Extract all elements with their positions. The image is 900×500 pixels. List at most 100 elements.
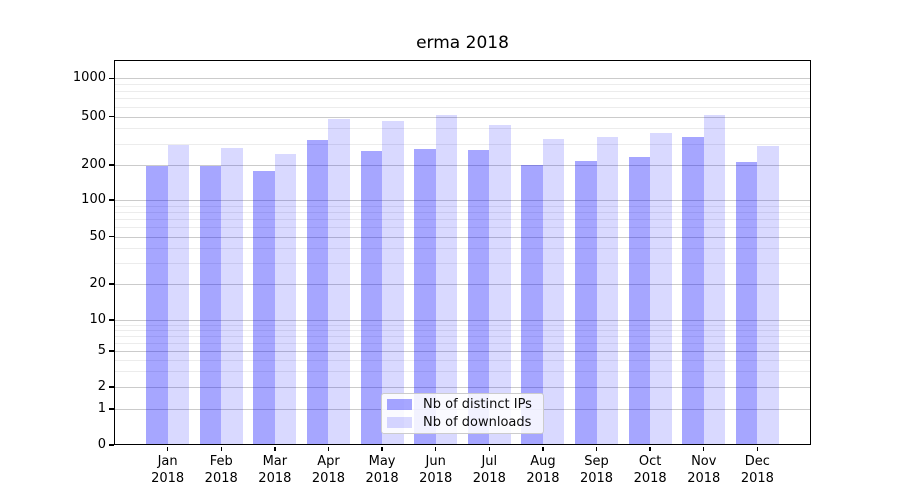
minor-gridline bbox=[114, 371, 811, 373]
y-tick-label: 200 bbox=[81, 157, 106, 172]
x-tick-label: Jul 2018 bbox=[472, 454, 506, 486]
minor-gridline bbox=[114, 205, 811, 207]
minor-gridline bbox=[114, 335, 811, 337]
bar-oct-downloads bbox=[650, 133, 672, 445]
y-tick-label: 20 bbox=[89, 276, 106, 291]
major-gridline bbox=[114, 200, 811, 201]
bar-oct-distinct-ips bbox=[628, 156, 651, 445]
minor-gridline bbox=[114, 128, 811, 130]
x-tick-label: Jan 2018 bbox=[151, 454, 185, 486]
major-gridline bbox=[114, 165, 811, 166]
major-gridline bbox=[114, 236, 811, 238]
y-tick-mark bbox=[109, 386, 114, 388]
bar-jan-downloads bbox=[167, 145, 190, 445]
bar-jul-distinct-ips bbox=[467, 150, 490, 445]
legend-swatch-downloads bbox=[387, 417, 412, 428]
bar-may-distinct-ips bbox=[360, 151, 383, 445]
bar-mar-downloads bbox=[274, 154, 297, 445]
x-tick-mark bbox=[220, 446, 222, 451]
y-tick-label: 10 bbox=[89, 312, 106, 327]
plot-area bbox=[114, 60, 811, 445]
minor-gridline bbox=[114, 98, 811, 100]
bar-aug-downloads bbox=[542, 138, 565, 445]
x-tick-mark bbox=[274, 446, 276, 451]
bar-sep-downloads bbox=[596, 137, 618, 445]
x-tick-label: Dec 2018 bbox=[740, 454, 774, 486]
minor-gridline bbox=[114, 359, 811, 361]
legend-row-distinct-ips: Nb of distinct IPs bbox=[387, 397, 543, 412]
x-tick-label: Aug 2018 bbox=[526, 454, 560, 486]
bar-nov-distinct-ips bbox=[682, 136, 704, 445]
x-tick-mark bbox=[166, 446, 169, 451]
x-tick-mark bbox=[381, 446, 383, 451]
y-tick-mark bbox=[109, 350, 114, 352]
y-tick-mark bbox=[109, 77, 114, 79]
bar-jun-downloads bbox=[435, 115, 458, 445]
major-gridline bbox=[114, 78, 811, 80]
minor-gridline bbox=[114, 342, 811, 344]
y-tick-mark bbox=[109, 283, 114, 285]
minor-gridline bbox=[114, 84, 811, 86]
y-tick-label: 100 bbox=[81, 192, 106, 207]
minor-gridline bbox=[114, 143, 811, 145]
legend-swatch-distinct-ips bbox=[387, 399, 412, 410]
x-tick-mark bbox=[542, 446, 544, 451]
y-tick-label: 50 bbox=[89, 228, 106, 244]
x-tick-label: Feb 2018 bbox=[204, 454, 238, 486]
minor-gridline bbox=[114, 324, 811, 326]
legend-row-downloads: Nb of downloads bbox=[387, 415, 543, 430]
bar-feb-downloads bbox=[221, 148, 243, 445]
x-tick-mark bbox=[703, 446, 705, 451]
legend-label-distinct-ips: Nb of distinct IPs bbox=[423, 397, 532, 412]
x-tick-label: May 2018 bbox=[365, 454, 399, 486]
bar-sep-distinct-ips bbox=[575, 161, 597, 445]
bar-apr-distinct-ips bbox=[307, 139, 329, 445]
bar-dec-downloads bbox=[757, 145, 779, 445]
bar-may-downloads bbox=[382, 121, 404, 445]
y-tick-mark bbox=[109, 319, 114, 321]
y-tick-label: 5 bbox=[97, 343, 106, 358]
major-gridline bbox=[114, 320, 811, 321]
x-tick-label: Apr 2018 bbox=[311, 454, 345, 486]
y-tick-label: 500 bbox=[81, 108, 106, 124]
bar-dec-distinct-ips bbox=[735, 161, 758, 445]
minor-gridline bbox=[114, 329, 811, 331]
major-gridline bbox=[114, 116, 811, 118]
bar-jul-downloads bbox=[489, 124, 511, 445]
x-tick-label: Nov 2018 bbox=[687, 454, 721, 486]
bar-jan-distinct-ips bbox=[146, 165, 168, 445]
minor-gridline bbox=[114, 90, 811, 92]
bar-jun-distinct-ips bbox=[414, 149, 436, 445]
minor-gridline bbox=[114, 211, 811, 213]
minor-gridline bbox=[114, 263, 811, 265]
legend: Nb of distinct IPs Nb of downloads bbox=[381, 393, 544, 434]
x-tick-mark bbox=[756, 446, 759, 451]
bar-feb-distinct-ips bbox=[199, 165, 222, 445]
x-tick-label: Mar 2018 bbox=[258, 454, 292, 486]
minor-gridline bbox=[114, 227, 811, 229]
x-tick-mark bbox=[595, 446, 598, 451]
major-gridline bbox=[114, 351, 811, 352]
minor-gridline bbox=[114, 218, 811, 220]
chart-title: erma 2018 bbox=[416, 33, 509, 53]
x-tick-mark bbox=[434, 446, 437, 451]
x-tick-mark bbox=[327, 446, 330, 451]
y-tick-mark bbox=[109, 444, 114, 446]
y-tick-label: 2 bbox=[97, 379, 106, 394]
x-tick-label: Oct 2018 bbox=[633, 454, 667, 486]
x-tick-label: Sep 2018 bbox=[579, 454, 614, 486]
major-gridline bbox=[114, 387, 811, 388]
bar-mar-distinct-ips bbox=[253, 171, 275, 445]
bar-nov-downloads bbox=[703, 114, 726, 445]
y-tick-mark bbox=[109, 408, 114, 410]
y-tick-label: 1 bbox=[97, 401, 106, 416]
y-tick-mark bbox=[109, 164, 114, 166]
minor-gridline bbox=[114, 106, 811, 108]
y-tick-label: 0 bbox=[97, 437, 106, 452]
legend-label-downloads: Nb of downloads bbox=[423, 415, 532, 430]
x-tick-mark bbox=[649, 446, 651, 451]
